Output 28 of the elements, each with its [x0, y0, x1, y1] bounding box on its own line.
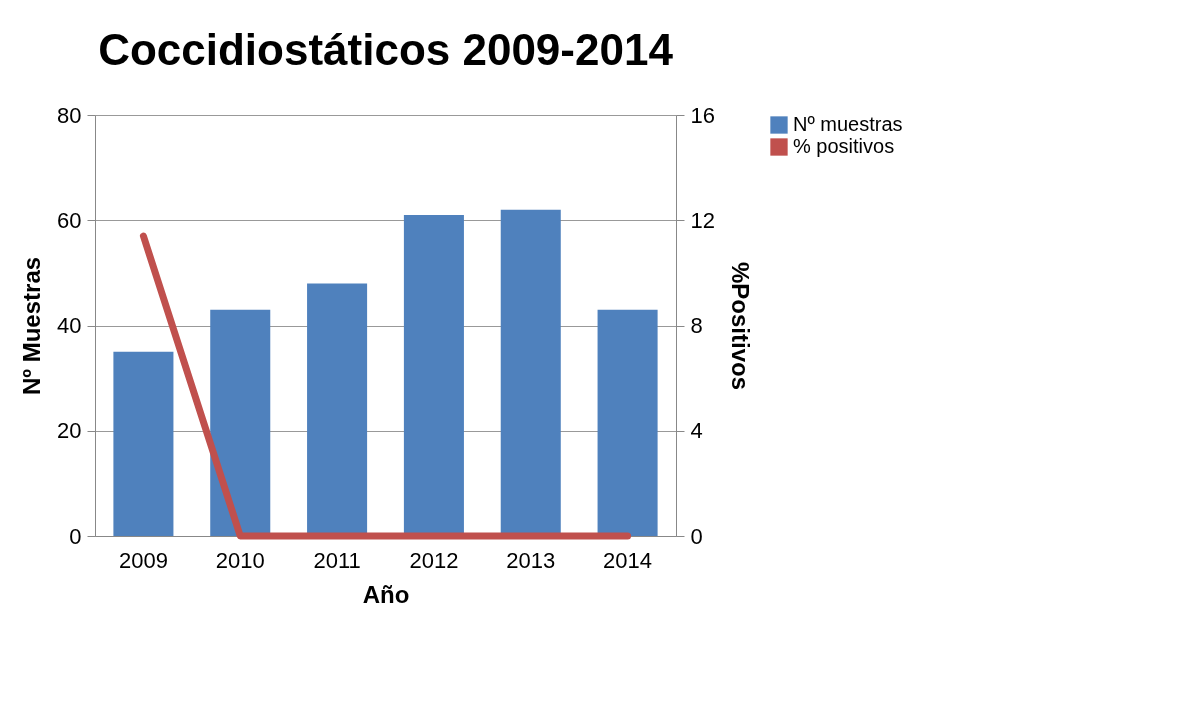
bar [403, 214, 464, 536]
y-axis-title: Nº Muestras [18, 256, 46, 396]
y2-tick-label: 16 [690, 102, 715, 128]
x-tick-label: 2014 [603, 547, 653, 573]
x-tick-label: 2011 [313, 547, 361, 573]
legend-label: Nº muestras [793, 113, 903, 135]
x-tick-label: 2012 [409, 547, 459, 573]
legend-label: % positivos [793, 135, 895, 157]
y-tick-label: 80 [57, 102, 82, 128]
bar [597, 309, 658, 536]
x-axis-title: Año [362, 580, 410, 608]
y2-tick-label: 4 [690, 418, 703, 444]
y2-tick-label: 12 [690, 207, 715, 233]
y2-tick-label: 8 [690, 313, 703, 338]
bar [210, 309, 271, 536]
y-tick-label: 40 [57, 313, 82, 338]
y-tick-label: 0 [69, 523, 82, 549]
y-tick-label: 60 [57, 207, 82, 233]
chart-title: Coccidiostáticos 2009-2014 [98, 25, 674, 74]
x-tick-label: 2013 [506, 547, 556, 573]
y2-axis-title: %Positivos [726, 261, 754, 391]
bar [500, 209, 561, 536]
bar [307, 283, 368, 536]
x-tick-label: 2009 [118, 547, 168, 573]
y2-tick-label: 0 [690, 523, 703, 549]
bar [113, 351, 174, 536]
x-tick-label: 2010 [215, 547, 265, 573]
y-tick-label: 20 [57, 418, 82, 444]
